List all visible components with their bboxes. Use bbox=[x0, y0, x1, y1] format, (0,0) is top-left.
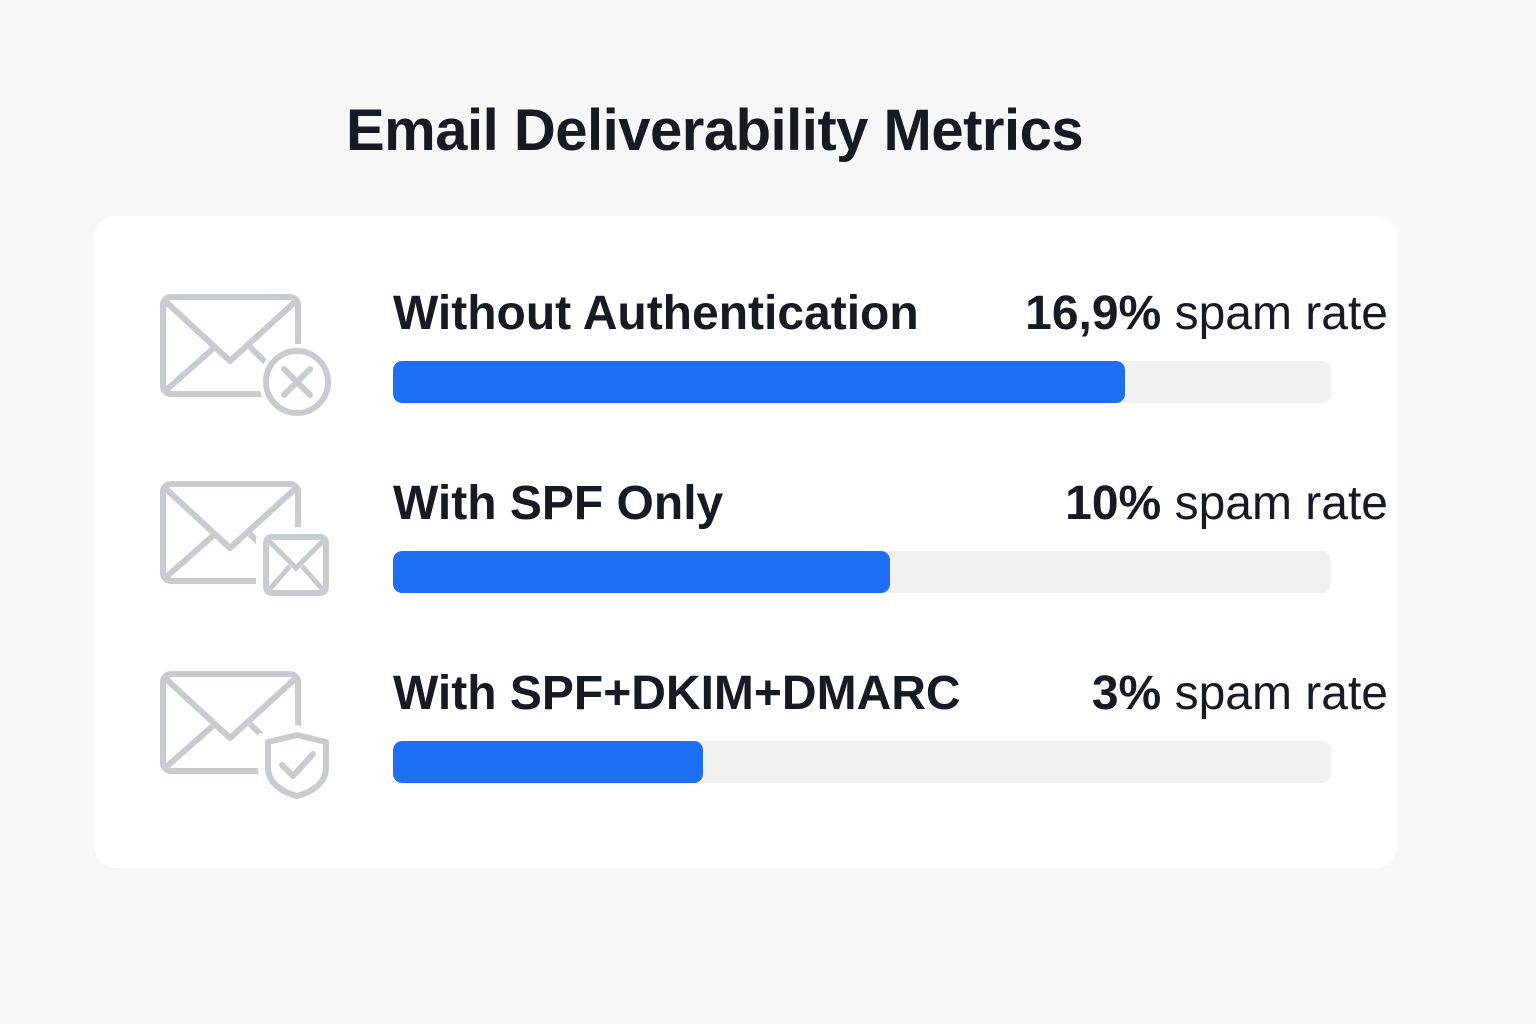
envelope-shield-icon bbox=[160, 671, 337, 804]
metric-value: 3% spam rate bbox=[1092, 664, 1388, 724]
metric-row: Without Authentication 16,9% spam rate bbox=[94, 284, 1398, 434]
bar-track bbox=[393, 741, 1331, 783]
metric-value: 16,9% spam rate bbox=[1025, 284, 1388, 344]
metric-row: With SPF+DKIM+DMARC 3% spam rate bbox=[94, 664, 1398, 814]
metric-label: With SPF Only bbox=[393, 477, 724, 530]
bar-fill bbox=[393, 741, 703, 783]
metric-unit: spam rate bbox=[1161, 667, 1388, 720]
metric-row: With SPF Only 10% spam rate bbox=[94, 474, 1398, 624]
metric-unit: spam rate bbox=[1161, 477, 1388, 530]
metric-unit: spam rate bbox=[1161, 287, 1388, 340]
metric-percent: 3% bbox=[1091, 667, 1162, 720]
metric-value: 10% spam rate bbox=[1065, 474, 1388, 534]
metric-percent: 10% bbox=[1065, 477, 1162, 530]
bar-fill bbox=[393, 361, 1125, 403]
bar-track bbox=[393, 551, 1331, 593]
envelope-x-icon bbox=[160, 294, 335, 420]
metric-percent: 16,9% bbox=[1025, 287, 1162, 340]
metric-label: With SPF+DKIM+DMARC bbox=[393, 667, 961, 720]
page-title: Email Deliverability Metrics bbox=[346, 98, 1084, 163]
metrics-card: Without Authentication 16,9% spam rate W… bbox=[94, 216, 1398, 868]
envelope-stack-icon bbox=[160, 481, 336, 603]
bar-track bbox=[393, 361, 1331, 403]
metric-label: Without Authentication bbox=[393, 287, 919, 340]
bar-fill bbox=[393, 551, 891, 593]
